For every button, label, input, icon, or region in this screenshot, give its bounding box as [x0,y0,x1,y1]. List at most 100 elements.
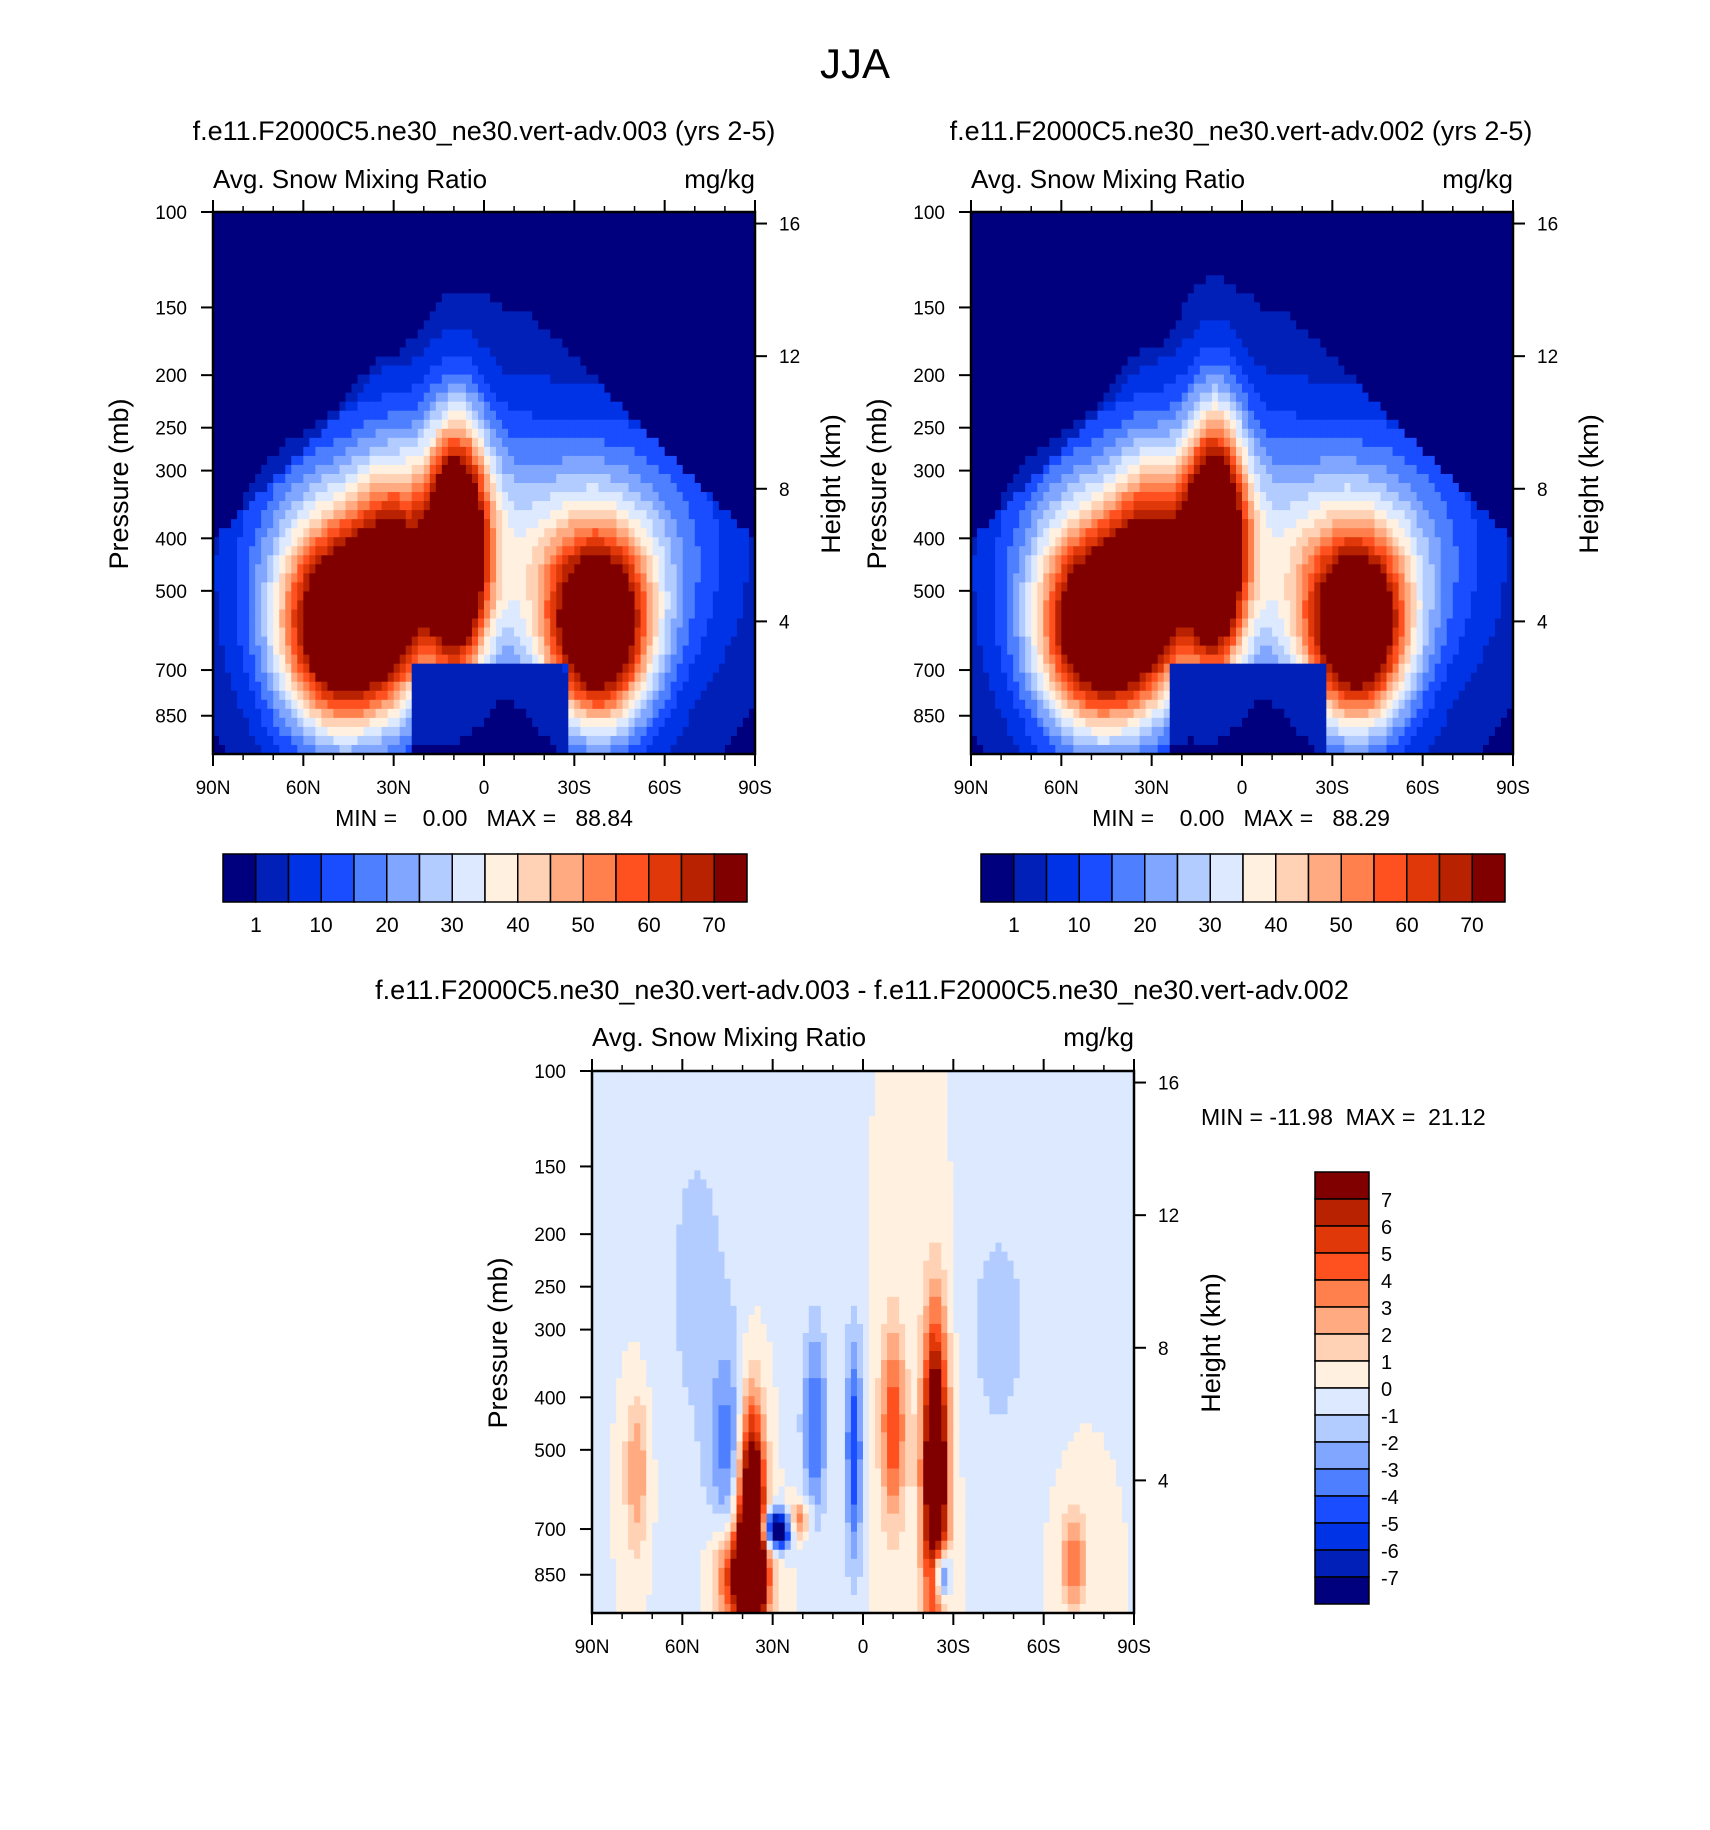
heatmap-cell [544,717,551,728]
heatmap-cell [429,383,437,394]
heatmap-cell [219,293,226,303]
heatmap-cell [640,744,648,755]
heatmap-cell [435,230,443,240]
heatmap-cell [249,248,256,258]
heatmap-cell [237,591,244,602]
heatmap-cell [592,266,600,276]
heatmap-cell [592,699,600,710]
heatmap-cell [484,446,491,457]
heatmap-cell [399,320,407,331]
heatmap-cell [399,392,407,403]
heatmap-cell [297,320,304,331]
heatmap-cell [676,744,684,755]
heatmap-cell [393,347,401,358]
heatmap-cell [435,717,443,728]
heatmap-cell [393,266,401,276]
heatmap-cell [285,744,292,755]
heatmap-cell [664,609,672,620]
heatmap-cell [369,537,377,547]
heatmap-cell [628,609,636,620]
heatmap-cell [429,672,437,683]
heatmap-cell [303,446,310,457]
heatmap-cell [490,302,497,312]
heatmap-cell [285,320,292,331]
heatmap-cell [453,537,461,547]
heatmap-cell [225,464,232,475]
heatmap-cell [514,708,521,719]
heatmap-cell [381,437,389,448]
heatmap-cell [465,690,473,701]
heatmap-cell [592,401,600,412]
heatmap-cell [664,510,672,520]
heatmap-cell [508,681,515,692]
heatmap-cell [339,302,347,312]
heatmap-cell [646,510,654,520]
heatmap-cell [441,212,449,222]
heatmap-cell [562,446,569,457]
heatmap-cell [658,410,666,421]
heatmap-cell [393,645,401,656]
heatmap-cell [688,275,696,285]
heatmap-cell [219,483,226,493]
heatmap-cell [423,681,431,692]
heatmap-cell [393,609,401,620]
heatmap-cell [297,248,304,258]
heatmap-cell [634,483,642,493]
heatmap-cell [381,239,389,249]
heatmap-cell [237,347,244,358]
heatmap-cell [574,455,581,466]
heatmap-cell [622,681,630,692]
heatmap-cell [538,681,545,692]
heatmap-cell [465,473,473,484]
heatmap-cell [267,726,274,737]
heatmap-cell [267,464,274,475]
heatmap-cell [405,726,413,737]
heatmap-cell [339,275,347,285]
heatmap-cell [676,645,684,656]
heatmap-cell [676,212,684,222]
heatmap-cell [231,690,238,701]
heatmap-cell [417,573,425,583]
heatmap-cell [273,365,280,376]
heatmap-cell [532,311,539,321]
heatmap-cell [231,329,238,340]
heatmap-cell [417,464,425,475]
heatmap-cell [225,275,232,285]
heatmap-cell [640,446,648,457]
heatmap-cell [375,744,383,755]
heatmap-cell [273,609,280,620]
heatmap-cell [231,564,238,574]
heatmap-cell [273,681,280,692]
panel-1-left-string: Avg. Snow Mixing Ratio [213,164,487,194]
heatmap-cell [321,410,329,421]
heatmap-cell [381,717,389,728]
heatmap-cell [261,663,268,674]
heatmap-cell [592,546,600,556]
heatmap-cell [484,609,491,620]
heatmap-cell [429,437,437,448]
heatmap-cell [634,338,642,349]
heatmap-cell [592,464,600,475]
heatmap-cell [327,645,335,656]
heatmap-cell [628,501,636,511]
heatmap-cell [303,699,310,710]
heatmap-cell [598,365,606,376]
heatmap-cell [538,446,545,457]
heatmap-cell [279,275,286,285]
heatmap-cell [477,618,485,629]
heatmap-cell [574,464,581,475]
heatmap-cell [297,311,304,321]
heatmap-cell [694,329,702,340]
heatmap-cell [345,320,353,331]
heatmap-cell [339,365,347,376]
heatmap-cell [658,483,666,493]
heatmap-cell [616,419,624,430]
heatmap-cell [544,735,551,746]
heatmap-cell [514,392,521,403]
heatmap-cell [538,410,545,421]
heatmap-cell [327,636,335,647]
heatmap-cell [640,546,648,556]
heatmap-cell [610,275,618,285]
heatmap-cell [471,501,479,511]
heatmap-cell [243,446,250,457]
